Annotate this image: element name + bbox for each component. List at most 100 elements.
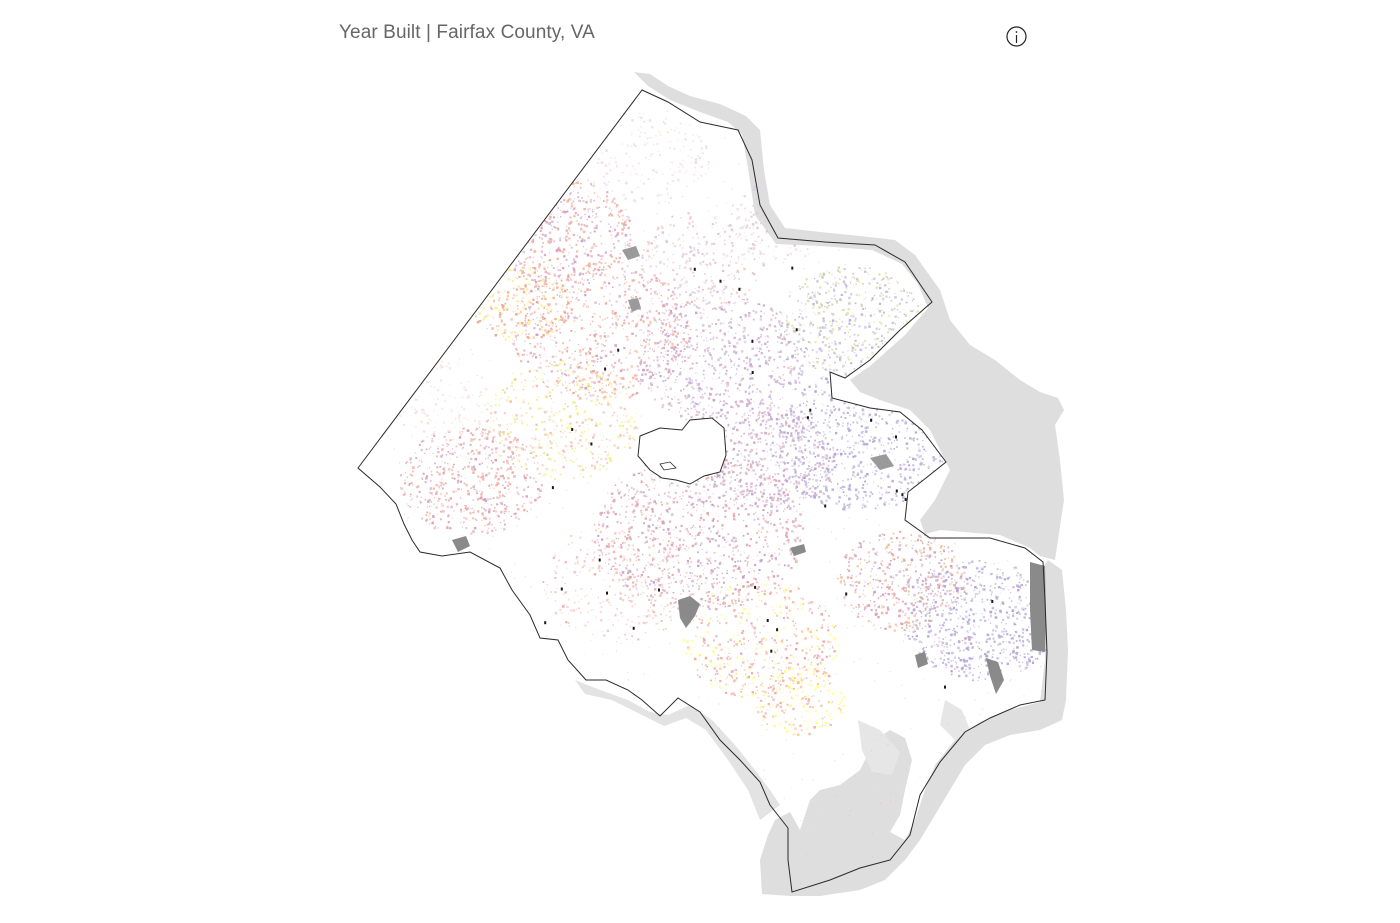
housing-point xyxy=(615,315,618,318)
housing-point xyxy=(571,296,573,298)
housing-point xyxy=(789,444,792,447)
housing-point xyxy=(725,417,728,420)
info-icon[interactable] xyxy=(1006,26,1027,47)
housing-point xyxy=(783,379,786,382)
housing-point xyxy=(807,341,810,343)
housing-point xyxy=(595,333,598,336)
housing-point xyxy=(703,573,705,575)
housing-point xyxy=(540,336,543,339)
housing-point xyxy=(705,386,708,389)
housing-point xyxy=(660,285,662,287)
housing-point xyxy=(639,329,641,331)
housing-point xyxy=(818,431,821,435)
housing-point xyxy=(754,501,757,505)
housing-point xyxy=(453,510,455,512)
housing-point xyxy=(504,202,506,204)
housing-point xyxy=(732,569,736,572)
housing-point xyxy=(435,484,438,487)
housing-point xyxy=(668,532,671,535)
housing-point xyxy=(642,379,644,381)
housing-point xyxy=(774,478,776,481)
housing-point xyxy=(429,518,432,521)
housing-point xyxy=(655,320,657,322)
housing-point xyxy=(405,462,407,465)
housing-point xyxy=(492,215,495,218)
housing-point xyxy=(904,437,906,439)
housing-point xyxy=(736,442,738,444)
housing-point xyxy=(769,393,771,395)
housing-point xyxy=(755,433,758,436)
housing-point xyxy=(675,379,677,381)
housing-point xyxy=(776,499,778,502)
housing-point xyxy=(896,304,899,307)
housing-point xyxy=(685,321,689,324)
housing-point xyxy=(703,312,705,314)
housing-point xyxy=(606,364,608,367)
housing-point xyxy=(642,320,645,322)
housing-point xyxy=(841,365,844,368)
housing-point xyxy=(792,329,795,332)
housing-point xyxy=(531,312,533,315)
housing-point xyxy=(614,235,617,238)
housing-point xyxy=(603,295,605,298)
housing-point xyxy=(611,310,614,313)
housing-point xyxy=(846,495,848,497)
housing-point xyxy=(536,296,539,298)
housing-point xyxy=(480,495,483,498)
housing-point xyxy=(723,539,726,541)
housing-point xyxy=(586,338,589,341)
housing-point xyxy=(764,536,766,539)
housing-point xyxy=(542,381,545,383)
housing-point xyxy=(835,386,837,389)
housing-point xyxy=(847,429,851,432)
housing-point xyxy=(535,209,538,212)
housing-point xyxy=(673,293,676,296)
housing-point xyxy=(484,516,487,519)
housing-point xyxy=(799,288,801,290)
housing-point xyxy=(848,296,851,300)
housing-point xyxy=(648,554,651,557)
housing-point xyxy=(634,493,637,496)
housing-point xyxy=(913,486,915,488)
housing-point xyxy=(700,316,703,320)
housing-point xyxy=(856,473,860,476)
housing-point xyxy=(842,383,844,386)
housing-point xyxy=(758,569,761,572)
housing-point xyxy=(838,318,841,320)
housing-point xyxy=(659,594,662,597)
housing-point xyxy=(671,573,674,576)
housing-point xyxy=(563,199,566,202)
housing-point xyxy=(862,431,864,433)
housing-point xyxy=(491,483,493,486)
housing-point xyxy=(560,209,562,211)
housing-point xyxy=(504,507,507,510)
housing-point xyxy=(776,506,778,508)
housing-point xyxy=(808,360,810,362)
housing-point xyxy=(637,555,639,557)
housing-point xyxy=(879,340,881,342)
housing-point xyxy=(739,570,742,573)
housing-point xyxy=(717,530,719,532)
housing-point xyxy=(782,500,786,503)
housing-point xyxy=(708,397,711,400)
housing-point xyxy=(810,468,813,471)
housing-point xyxy=(699,396,702,398)
housing-point xyxy=(736,428,739,432)
housing-point xyxy=(824,281,826,283)
housing-point xyxy=(430,492,433,495)
housing-point xyxy=(752,412,755,415)
housing-point xyxy=(566,278,569,281)
housing-point xyxy=(780,414,784,417)
housing-point xyxy=(402,488,404,490)
housing-point xyxy=(707,363,711,366)
housing-point xyxy=(553,198,555,201)
housing-point xyxy=(682,351,685,353)
housing-point xyxy=(756,388,759,391)
housing-point xyxy=(793,483,796,485)
housing-point xyxy=(755,488,757,490)
housing-point xyxy=(404,493,406,496)
housing-point xyxy=(774,444,776,446)
housing-point xyxy=(792,326,795,329)
